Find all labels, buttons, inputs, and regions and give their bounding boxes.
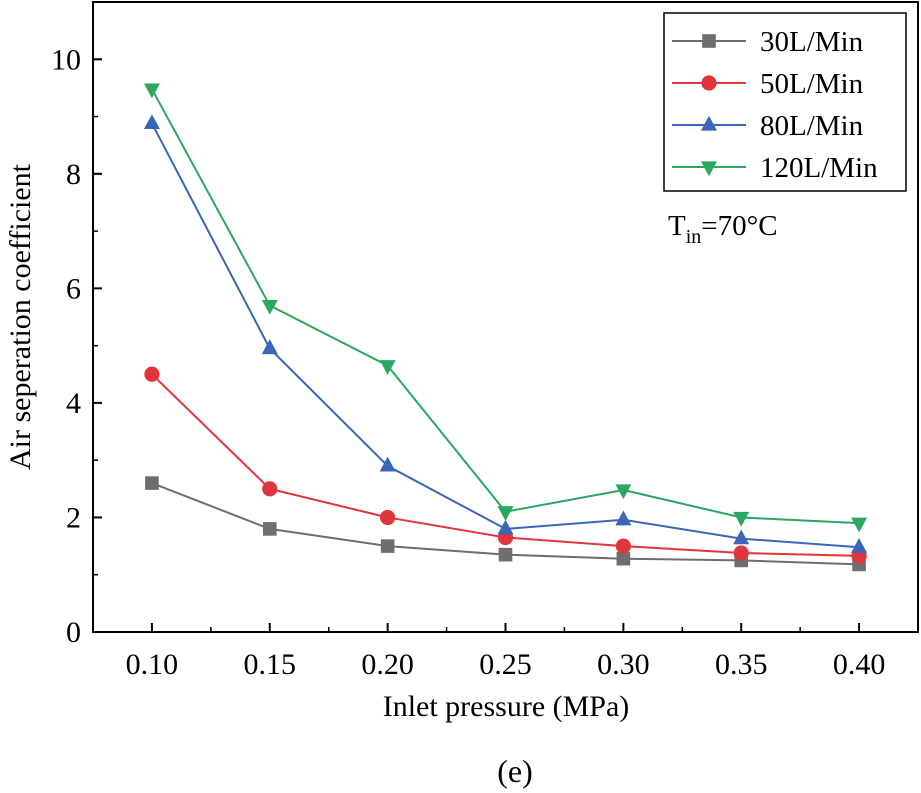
legend-label: 80L/Min [760,110,864,142]
y-axis-title: Air seperation coefficient [4,163,37,470]
legend-entry: 120L/Min [672,152,878,184]
legend-marker [702,34,716,48]
data-point [144,366,160,382]
legend-entry: 30L/Min [672,26,864,58]
legend-marker [701,75,717,91]
y-axis-ticks: 0 2 4 6 8 10 [51,43,102,649]
series-layer [143,83,868,572]
legend: 30L/Min 50L/Min 80L/Min 120L/Min [663,12,907,192]
y-tick-label: 4 [66,387,81,420]
data-point [379,456,396,472]
annotation-rest: =70°C [701,210,777,242]
y-tick-label: 0 [66,616,81,649]
data-point [262,481,278,497]
data-point [497,506,514,521]
data-point [851,538,868,553]
legend-marker [701,115,717,131]
data-point [851,517,868,533]
data-point [733,511,750,527]
annotation-subscript: in [686,226,702,248]
figure-caption: (e) [497,753,533,789]
x-tick-label: 0.30 [597,648,650,681]
data-point [143,114,160,130]
data-point [615,510,632,526]
series-50l-min [144,366,867,564]
x-axis-ticks: 0.10 0.15 0.20 0.25 0.30 0.35 0.40 [92,623,886,681]
y-tick-label: 10 [51,43,81,76]
legend-entry: 80L/Min [672,110,864,142]
legend-label: 120L/Min [760,152,878,184]
data-point [733,545,749,561]
data-point [379,360,396,375]
x-axis-title: Inlet pressure (MPa) [383,690,630,723]
data-point [262,522,277,536]
data-point [261,339,278,355]
data-point [615,538,631,554]
legend-entry: 50L/Min [672,68,864,100]
data-point [616,551,631,566]
data-point [261,299,278,315]
data-point [380,509,396,526]
x-tick-label: 0.35 [715,648,768,681]
x-tick-label: 0.15 [244,648,297,681]
x-tick-label: 0.25 [479,648,532,681]
data-point [498,547,513,562]
data-point [380,539,395,553]
y-tick-label: 2 [66,501,81,534]
data-point [143,83,160,99]
data-point [497,519,514,535]
data-point [145,476,159,490]
x-tick-label: 0.10 [126,648,179,681]
annotation-main: T [668,210,686,242]
x-tick-label: 0.40 [833,648,886,681]
legend-marker [701,161,717,177]
data-point [615,484,632,500]
data-point [733,529,750,545]
y-tick-label: 8 [66,158,81,191]
series-120l-min [143,83,868,533]
temperature-annotation: Tin=70°C [668,210,778,248]
y-tick-label: 6 [66,272,81,305]
legend-label: 50L/Min [760,68,864,100]
x-tick-label: 0.20 [361,648,414,681]
series-80l-min [143,114,868,553]
legend-label: 30L/Min [760,26,864,58]
